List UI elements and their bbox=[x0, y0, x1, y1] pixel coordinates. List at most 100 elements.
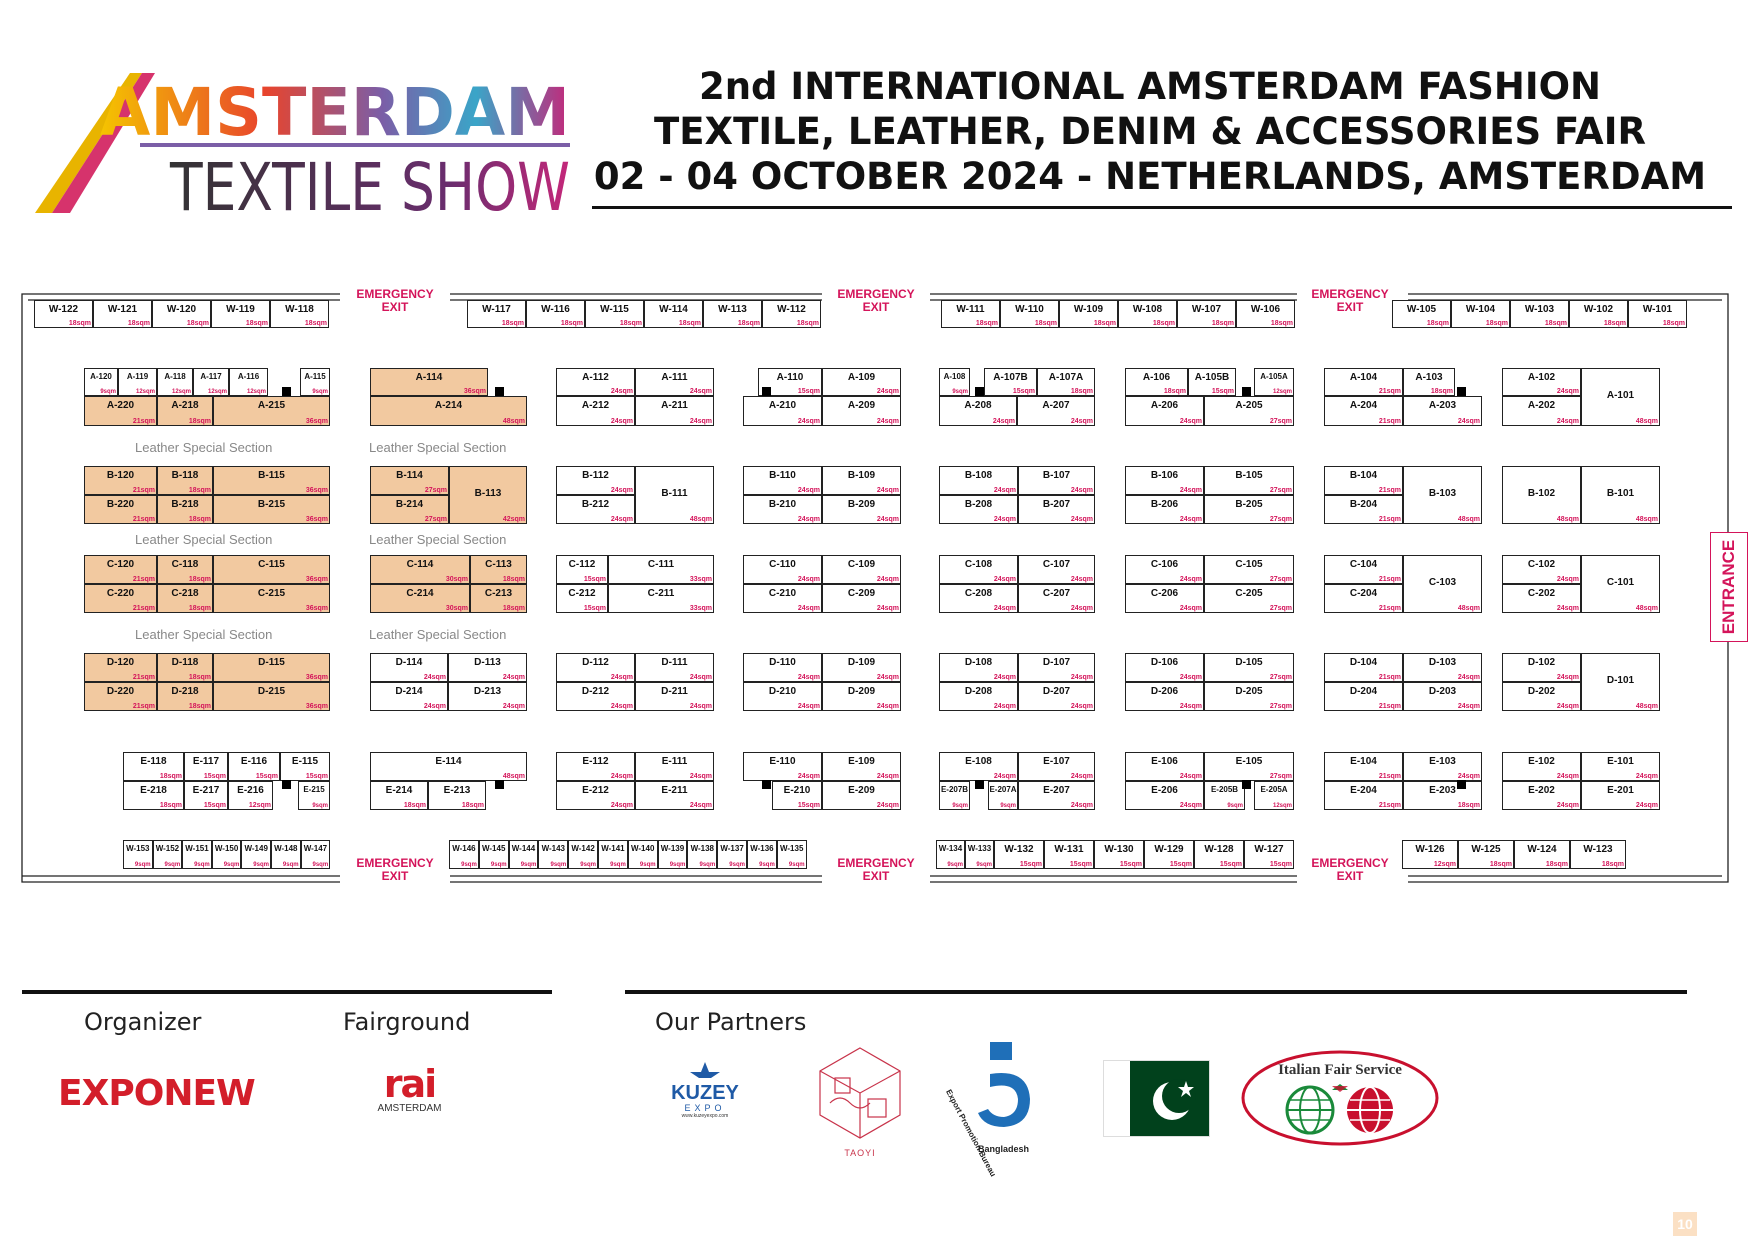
booth-b-205[interactable]: B-205 27sqm bbox=[1204, 495, 1294, 524]
booth-e-118[interactable]: E-118 18sqm bbox=[123, 752, 184, 781]
booth-e-207a[interactable]: E-207A 9sqm bbox=[988, 781, 1018, 810]
booth-c-205[interactable]: C-205 27sqm bbox=[1204, 584, 1294, 613]
booth-e-105[interactable]: E-105 27sqm bbox=[1204, 752, 1294, 781]
booth-b-214[interactable]: B-214 27sqm bbox=[370, 495, 449, 524]
booth-w-153[interactable]: W-153 9sqm bbox=[123, 840, 153, 869]
booth-d-213[interactable]: D-213 24sqm bbox=[448, 682, 527, 711]
booth-w-111[interactable]: W-111 18sqm bbox=[941, 300, 1000, 328]
booth-a-115[interactable]: A-115 9sqm bbox=[300, 368, 330, 396]
booth-d-113[interactable]: D-113 24sqm bbox=[448, 653, 527, 682]
booth-a-105a[interactable]: A-105A 12sqm bbox=[1254, 368, 1294, 396]
booth-w-102[interactable]: W-102 18sqm bbox=[1569, 300, 1628, 328]
booth-w-145[interactable]: W-145 9sqm bbox=[478, 840, 509, 869]
booth-c-107[interactable]: C-107 24sqm bbox=[1018, 555, 1095, 584]
booth-a-101[interactable]: A-101 48sqm bbox=[1581, 368, 1660, 426]
booth-w-105[interactable]: W-105 18sqm bbox=[1392, 300, 1451, 328]
booth-d-109[interactable]: D-109 24sqm bbox=[822, 653, 901, 682]
booth-e-206[interactable]: E-206 24sqm bbox=[1125, 781, 1204, 810]
pakistan-flag-logo[interactable] bbox=[1103, 1060, 1210, 1137]
booth-e-202[interactable]: E-202 24sqm bbox=[1502, 781, 1581, 810]
booth-a-211[interactable]: A-211 24sqm bbox=[635, 396, 714, 426]
booth-d-207[interactable]: D-207 24sqm bbox=[1018, 682, 1095, 711]
booth-c-212[interactable]: C-212 15sqm bbox=[556, 584, 608, 613]
booth-w-113[interactable]: W-113 18sqm bbox=[703, 300, 762, 328]
booth-b-208[interactable]: B-208 24sqm bbox=[939, 495, 1018, 524]
booth-w-112[interactable]: W-112 18sqm bbox=[762, 300, 821, 328]
booth-w-114[interactable]: W-114 18sqm bbox=[644, 300, 703, 328]
booth-c-113[interactable]: C-113 18sqm bbox=[470, 555, 527, 584]
booth-c-202[interactable]: C-202 24sqm bbox=[1502, 584, 1581, 613]
booth-d-210[interactable]: D-210 24sqm bbox=[743, 682, 822, 711]
booth-e-204[interactable]: E-204 21sqm bbox=[1324, 781, 1403, 810]
booth-b-103[interactable]: B-103 48sqm bbox=[1403, 466, 1482, 524]
booth-b-106[interactable]: B-106 24sqm bbox=[1125, 466, 1204, 495]
booth-c-208[interactable]: C-208 24sqm bbox=[939, 584, 1018, 613]
booth-d-208[interactable]: D-208 24sqm bbox=[939, 682, 1018, 711]
booth-c-109[interactable]: C-109 24sqm bbox=[822, 555, 901, 584]
booth-e-214[interactable]: E-214 18sqm bbox=[370, 781, 428, 810]
booth-w-116[interactable]: W-116 18sqm bbox=[526, 300, 585, 328]
booth-b-204[interactable]: B-204 21sqm bbox=[1324, 495, 1403, 524]
booth-b-108[interactable]: B-108 24sqm bbox=[939, 466, 1018, 495]
booth-e-104[interactable]: E-104 21sqm bbox=[1324, 752, 1403, 781]
booth-a-114[interactable]: A-114 36sqm bbox=[370, 368, 488, 396]
booth-w-115[interactable]: W-115 18sqm bbox=[585, 300, 644, 328]
booth-d-101[interactable]: D-101 48sqm bbox=[1581, 653, 1660, 711]
booth-w-132[interactable]: W-132 15sqm bbox=[994, 840, 1044, 869]
booth-w-142[interactable]: W-142 9sqm bbox=[568, 840, 598, 869]
booth-d-203[interactable]: D-203 24sqm bbox=[1403, 682, 1482, 711]
booth-a-205[interactable]: A-205 27sqm bbox=[1204, 396, 1294, 426]
booth-w-136[interactable]: W-136 9sqm bbox=[747, 840, 777, 869]
booth-b-212[interactable]: B-212 24sqm bbox=[556, 495, 635, 524]
booth-c-218[interactable]: C-218 18sqm bbox=[157, 584, 213, 613]
booth-w-146[interactable]: W-146 9sqm bbox=[449, 840, 479, 869]
booth-e-102[interactable]: E-102 24sqm bbox=[1502, 752, 1581, 781]
booth-w-106[interactable]: W-106 18sqm bbox=[1236, 300, 1295, 328]
booth-c-204[interactable]: C-204 21sqm bbox=[1324, 584, 1403, 613]
booth-d-107[interactable]: D-107 24sqm bbox=[1018, 653, 1095, 682]
booth-e-107[interactable]: E-107 24sqm bbox=[1018, 752, 1095, 781]
booth-a-203[interactable]: A-203 24sqm bbox=[1403, 396, 1482, 426]
booth-w-104[interactable]: W-104 18sqm bbox=[1451, 300, 1510, 328]
booth-c-210[interactable]: C-210 24sqm bbox=[743, 584, 822, 613]
booth-a-111[interactable]: A-111 24sqm bbox=[635, 368, 714, 396]
booth-b-206[interactable]: B-206 24sqm bbox=[1125, 495, 1204, 524]
booth-e-211[interactable]: E-211 24sqm bbox=[635, 781, 714, 810]
booth-a-105b[interactable]: A-105B 15sqm bbox=[1188, 368, 1236, 396]
booth-a-104[interactable]: A-104 21sqm bbox=[1324, 368, 1403, 396]
booth-e-111[interactable]: E-111 24sqm bbox=[635, 752, 714, 781]
booth-b-110[interactable]: B-110 24sqm bbox=[743, 466, 822, 495]
booth-a-109[interactable]: A-109 24sqm bbox=[822, 368, 901, 396]
italian-fair-service-logo[interactable]: Italian Fair Service bbox=[1240, 1048, 1440, 1148]
booth-a-206[interactable]: A-206 24sqm bbox=[1125, 396, 1204, 426]
booth-e-215[interactable]: E-215 9sqm bbox=[298, 781, 330, 810]
booth-w-148[interactable]: W-148 9sqm bbox=[271, 840, 301, 869]
booth-c-220[interactable]: C-220 21sqm bbox=[84, 584, 157, 613]
booth-w-108[interactable]: W-108 18sqm bbox=[1118, 300, 1177, 328]
booth-e-116[interactable]: E-116 15sqm bbox=[228, 752, 280, 781]
booth-w-137[interactable]: W-137 9sqm bbox=[717, 840, 747, 869]
booth-w-126[interactable]: W-126 12sqm bbox=[1402, 840, 1458, 869]
booth-b-104[interactable]: B-104 21sqm bbox=[1324, 466, 1403, 495]
booth-w-118[interactable]: W-118 18sqm bbox=[270, 300, 329, 328]
booth-b-215[interactable]: B-215 36sqm bbox=[213, 495, 330, 524]
booth-a-210[interactable]: A-210 24sqm bbox=[743, 396, 822, 426]
booth-c-115[interactable]: C-115 36sqm bbox=[213, 555, 330, 584]
taoyi-logo[interactable]: TAOYI bbox=[810, 1043, 910, 1158]
booth-c-211[interactable]: C-211 33sqm bbox=[608, 584, 714, 613]
booth-d-118[interactable]: D-118 18sqm bbox=[157, 653, 213, 682]
booth-w-152[interactable]: W-152 9sqm bbox=[152, 840, 183, 869]
booth-e-106[interactable]: E-106 24sqm bbox=[1125, 752, 1204, 781]
booth-a-119[interactable]: A-119 12sqm bbox=[118, 368, 157, 396]
booth-w-103[interactable]: W-103 18sqm bbox=[1510, 300, 1569, 328]
booth-w-117[interactable]: W-117 18sqm bbox=[467, 300, 526, 328]
booth-b-111[interactable]: B-111 48sqm bbox=[635, 466, 714, 524]
booth-c-106[interactable]: C-106 24sqm bbox=[1125, 555, 1204, 584]
booth-c-101[interactable]: C-101 48sqm bbox=[1581, 555, 1660, 613]
booth-w-124[interactable]: W-124 18sqm bbox=[1514, 840, 1570, 869]
booth-a-204[interactable]: A-204 21sqm bbox=[1324, 396, 1403, 426]
booth-e-218[interactable]: E-218 18sqm bbox=[123, 781, 184, 810]
booth-b-218[interactable]: B-218 18sqm bbox=[157, 495, 213, 524]
booth-w-151[interactable]: W-151 9sqm bbox=[182, 840, 212, 869]
booth-w-133[interactable]: W-133 9sqm bbox=[965, 840, 994, 869]
